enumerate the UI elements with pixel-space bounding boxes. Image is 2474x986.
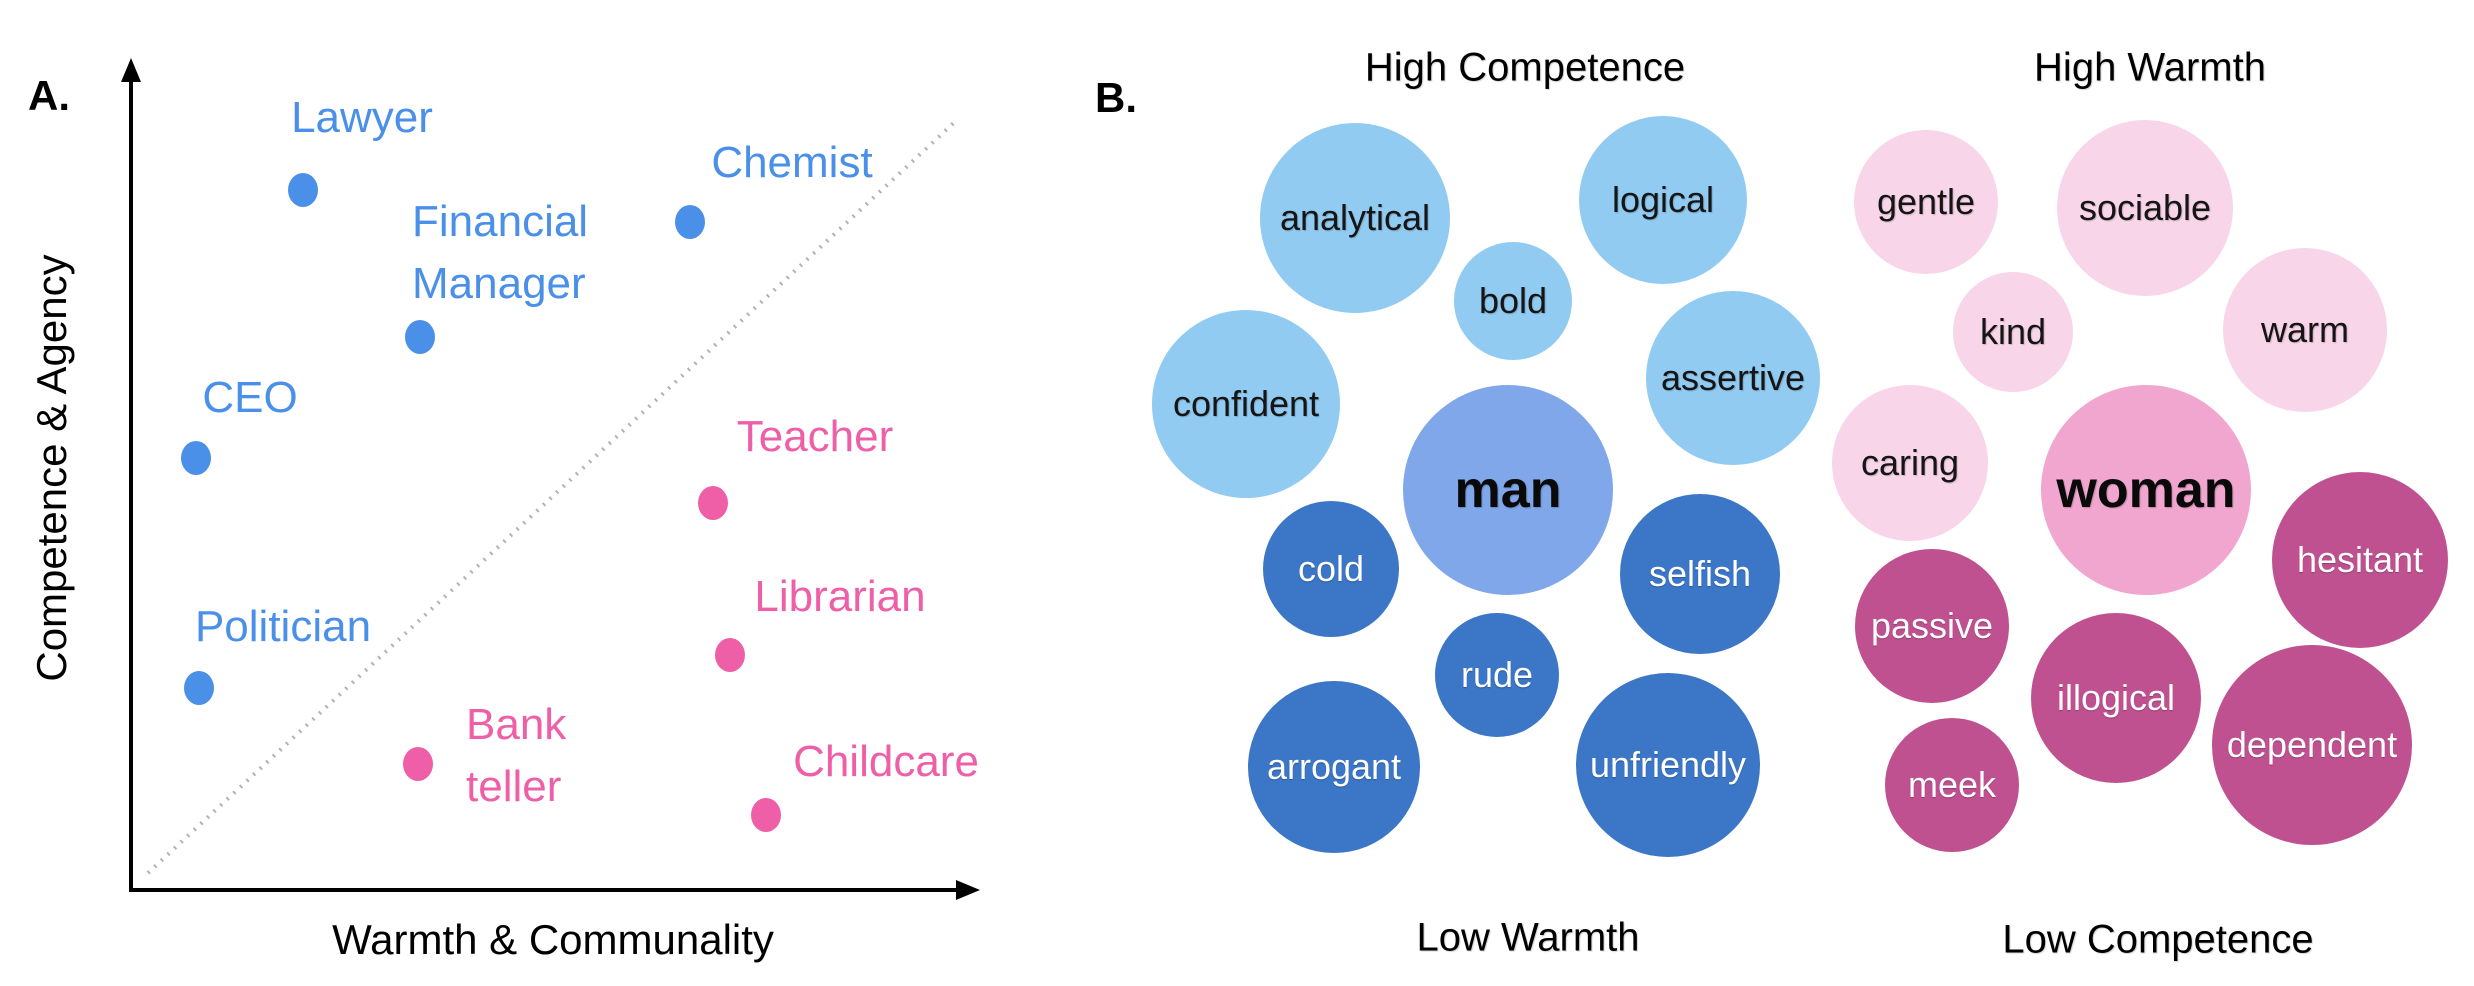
- bubble-warm: warm: [2223, 248, 2387, 412]
- bubble-word-logical: logical: [1611, 179, 1715, 220]
- scatter-label-chemist: Chemist: [711, 138, 873, 187]
- scatter-label-ceo: CEO: [202, 373, 298, 422]
- bubble-word-unfriendly: unfriendly: [1589, 744, 1747, 785]
- bubble-word-passive: passive: [1870, 605, 1994, 646]
- bubble-word-analytical: analytical: [1279, 197, 1431, 238]
- scatter-point-financial-manager: [405, 320, 435, 354]
- x-axis-arrowhead-icon: [956, 880, 980, 900]
- bubble-word-woman: woman: [2056, 461, 2236, 519]
- scatter-label-lawyer: Lawyer: [291, 93, 433, 142]
- bubble-word-cold: cold: [1297, 548, 1365, 589]
- bubble-gentle: gentle: [1854, 130, 1998, 274]
- bubble-selfish: selfish: [1620, 494, 1780, 654]
- x-axis-label: Warmth & Communality: [332, 916, 774, 963]
- bubble-caring: caring: [1832, 385, 1988, 541]
- panel-a-letter: A.: [28, 72, 70, 119]
- bubble-word-sociable: sociable: [2078, 187, 2212, 228]
- bubble-passive: passive: [1855, 549, 2009, 703]
- bubble-word-warm: warm: [2261, 309, 2349, 350]
- bubble-word-meek: meek: [1907, 764, 1997, 805]
- panel-b-letter: B.: [1095, 74, 1137, 121]
- bubble-meek: meek: [1885, 718, 2019, 852]
- scatter-point-ceo: [181, 441, 211, 475]
- scatter-label-financial-manager: Financial Manager: [412, 197, 589, 308]
- scatter-label-bank-teller: Bank teller: [466, 700, 567, 811]
- scatter-label-politician: Politician: [194, 602, 372, 651]
- bubble-sociable: sociable: [2057, 120, 2233, 296]
- scatter-label-teacher: Teacher: [736, 412, 894, 461]
- scatter-point-childcare: [751, 798, 781, 832]
- bubble-word-selfish: selfish: [1648, 553, 1752, 594]
- scatter-label-librarian: Librarian: [754, 572, 926, 621]
- bubble-word-gentle: gentle: [1876, 181, 1976, 222]
- bubble-word-rude: rude: [1460, 654, 1534, 695]
- bubble-word-arrogant: arrogant: [1266, 746, 1402, 787]
- y-axis-label: Competence & Agency: [28, 254, 75, 682]
- bubble-word-confident: confident: [1172, 383, 1320, 424]
- scatter-label-childcare: Childcare: [793, 737, 979, 786]
- bubble-arrogant: arrogant: [1248, 681, 1420, 853]
- bubble-word-man: man: [1454, 461, 1562, 519]
- bubble-bold: bold: [1454, 242, 1572, 360]
- bubble-kind: kind: [1953, 272, 2073, 392]
- y-axis-arrowhead-icon: [121, 58, 141, 82]
- bubble-hesitant: hesitant: [2272, 472, 2448, 648]
- bubble-woman: woman: [2041, 385, 2251, 595]
- bubble-confident: confident: [1152, 310, 1340, 498]
- bubble-rude: rude: [1435, 613, 1559, 737]
- bubble-dependent: dependent: [2212, 645, 2412, 845]
- bubble-unfriendly: unfriendly: [1576, 673, 1760, 857]
- scatter-point-teacher: [698, 486, 728, 520]
- scatter-point-lawyer: [288, 173, 318, 207]
- quadrant-title-high-competence: High Competence: [1364, 45, 1686, 90]
- panel-a-axes: [121, 58, 980, 900]
- bubble-assertive: assertive: [1646, 291, 1820, 465]
- scatter-point-politician: [184, 671, 214, 705]
- bubble-logical: logical: [1579, 116, 1747, 284]
- bubble-word-kind: kind: [1979, 311, 2047, 352]
- bubble-cold: cold: [1263, 501, 1399, 637]
- scatter-point-bank-teller: [403, 747, 433, 781]
- quadrant-title-low-warmth: Low Warmth: [1416, 915, 1640, 960]
- bubble-analytical: analytical: [1260, 123, 1450, 313]
- scatter-point-librarian: [715, 638, 745, 672]
- bubble-word-illogical: illogical: [2056, 677, 2176, 718]
- bubble-word-assertive: assertive: [1660, 357, 1806, 398]
- scatter-point-chemist: [675, 205, 705, 239]
- quadrant-title-high-warmth: High Warmth: [2034, 45, 2266, 90]
- bubble-word-dependent: dependent: [2226, 724, 2398, 765]
- bubble-word-hesitant: hesitant: [2296, 539, 2424, 580]
- bubble-illogical: illogical: [2031, 613, 2201, 783]
- quadrant-title-low-competence: Low Competence: [2002, 917, 2314, 962]
- bubble-man: man: [1403, 385, 1613, 595]
- bubble-word-bold: bold: [1478, 280, 1548, 321]
- bubble-word-caring: caring: [1860, 442, 1960, 483]
